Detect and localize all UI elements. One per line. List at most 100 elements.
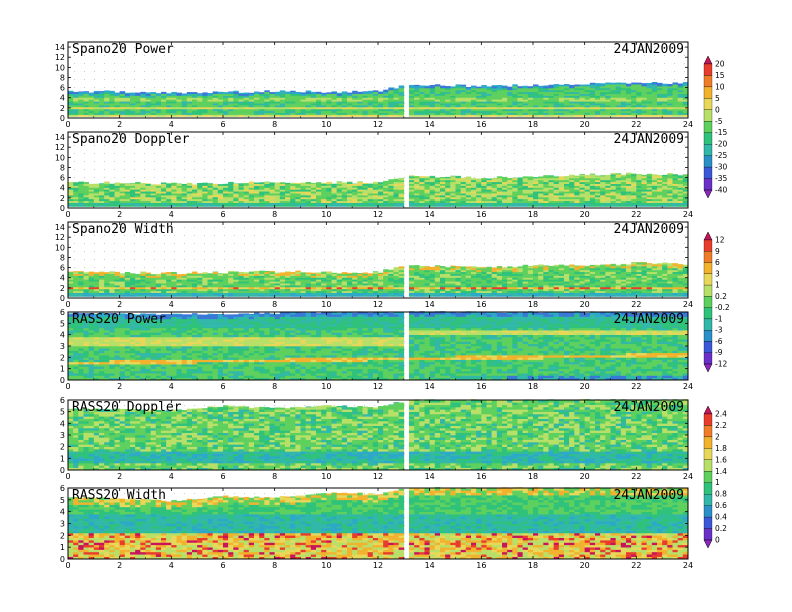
colorbar-label: -6 — [715, 337, 723, 346]
colorbar-label: 1 — [715, 281, 720, 290]
x-tick-label: 20 — [580, 300, 590, 309]
y-tick-label: 0 — [60, 376, 65, 385]
panel-date: 24JAN2009 — [614, 42, 684, 57]
x-tick-label: 4 — [169, 120, 174, 129]
x-tick-label: 2 — [117, 561, 122, 570]
colorbar-segment — [703, 425, 713, 438]
colorbar-segment — [703, 144, 713, 156]
x-tick-label: 0 — [65, 472, 70, 481]
x-tick-label: 20 — [580, 382, 590, 391]
colorbar-label: -12 — [715, 360, 727, 369]
x-tick-label: 16 — [476, 120, 486, 129]
heatmap-cells — [68, 82, 689, 117]
y-tick-label: 14 — [55, 133, 65, 142]
colorbar-power: 20 15 10 5 0 -5 -15 -20 -25 -30 -35 -40 — [703, 55, 727, 199]
x-tick-label: 12 — [373, 561, 383, 570]
colorbar-segment — [703, 121, 713, 133]
colorbar-segment — [703, 75, 713, 88]
colorbar-segment — [703, 352, 713, 365]
heatmap-cells — [68, 311, 689, 381]
y-tick-label: 10 — [55, 63, 65, 72]
colorbar-segment — [703, 448, 713, 460]
x-tick-label: 10 — [321, 120, 331, 129]
x-tick-label: 18 — [528, 472, 538, 481]
colorbar-segment — [703, 482, 713, 495]
colorbar-label: 1.4 — [715, 467, 727, 476]
x-tick-label: 10 — [321, 472, 331, 481]
colorbar-segment — [703, 471, 713, 483]
colorbar-label: -9 — [715, 348, 723, 357]
colorbar-label: -3 — [715, 326, 723, 335]
colorbar-bottom-arrow — [703, 363, 713, 373]
y-tick-label: 6 — [60, 396, 65, 405]
x-tick-label: 14 — [425, 382, 435, 391]
x-tick-label: 4 — [169, 472, 174, 481]
colorbar-label: 2.2 — [715, 421, 727, 430]
x-tick-label: 24 — [683, 472, 693, 481]
y-tick-label: 2 — [60, 284, 65, 293]
colorbar-segment — [703, 505, 713, 518]
x-tick-label: 6 — [220, 472, 225, 481]
y-tick-label: 6 — [60, 264, 65, 273]
colorbar-label: 12 — [715, 236, 725, 245]
x-tick-label: 18 — [528, 210, 538, 219]
x-tick-label: 12 — [373, 120, 383, 129]
y-tick-label: 2 — [60, 353, 65, 362]
x-tick-label: 6 — [220, 120, 225, 129]
y-tick-label: 10 — [55, 243, 65, 252]
colorbar-label: 20 — [715, 60, 725, 69]
colorbar-label: 2.4 — [715, 410, 727, 419]
panel-title: Spano20 Width — [72, 222, 174, 237]
x-tick-label: 12 — [373, 472, 383, 481]
x-tick-label: 22 — [631, 120, 641, 129]
colorbar-segment — [703, 178, 713, 191]
x-tick-label: 24 — [683, 300, 693, 309]
heatmap-cells — [68, 172, 689, 207]
y-tick-label: 5 — [60, 408, 65, 417]
x-tick-label: 2 — [117, 382, 122, 391]
y-tick-label: 4 — [60, 419, 65, 428]
colorbar-label: 1.8 — [715, 444, 727, 453]
y-tick-label: 8 — [60, 163, 65, 172]
x-tick-label: 18 — [528, 120, 538, 129]
x-tick-label: 4 — [169, 382, 174, 391]
colorbar-label: 15 — [715, 71, 725, 80]
colorbar-segment — [703, 528, 713, 541]
colorbar-label: -30 — [715, 163, 727, 172]
colorbar-bottom-arrow — [703, 539, 713, 549]
colorbar-segment — [703, 436, 713, 449]
y-tick-label: 0 — [60, 114, 65, 123]
y-tick-label: 5 — [60, 319, 65, 328]
x-tick-label: 12 — [373, 300, 383, 309]
y-tick-label: 14 — [55, 223, 65, 232]
panel-title: RASS20 Power — [72, 312, 166, 327]
x-tick-label: 0 — [65, 382, 70, 391]
colorbar-segment — [703, 318, 713, 331]
x-tick-label: 0 — [65, 561, 70, 570]
y-tick-label: 6 — [60, 308, 65, 317]
y-tick-label: 2 — [60, 104, 65, 113]
colorbar-label: -20 — [715, 140, 727, 149]
y-tick-label: 12 — [55, 53, 65, 62]
y-tick-label: 2 — [60, 194, 65, 203]
x-tick-label: 18 — [528, 382, 538, 391]
x-tick-label: 24 — [683, 382, 693, 391]
x-tick-label: 24 — [683, 210, 693, 219]
colorbar-label: 10 — [715, 82, 725, 91]
colorbar-label: -40 — [715, 186, 727, 195]
colorbar-top-arrow — [703, 55, 713, 65]
colorbar-segment — [703, 155, 713, 168]
y-tick-label: 6 — [60, 84, 65, 93]
panel-title: RASS20 Doppler — [72, 400, 182, 415]
x-tick-label: 6 — [220, 382, 225, 391]
x-tick-label: 2 — [117, 472, 122, 481]
colorbar-segment — [703, 413, 713, 426]
y-tick-label: 0 — [60, 466, 65, 475]
colorbar-segment — [703, 251, 713, 263]
panel-title: RASS20 Width — [72, 488, 166, 503]
x-tick-label: 16 — [476, 300, 486, 309]
panel-date: 24JAN2009 — [614, 222, 684, 237]
